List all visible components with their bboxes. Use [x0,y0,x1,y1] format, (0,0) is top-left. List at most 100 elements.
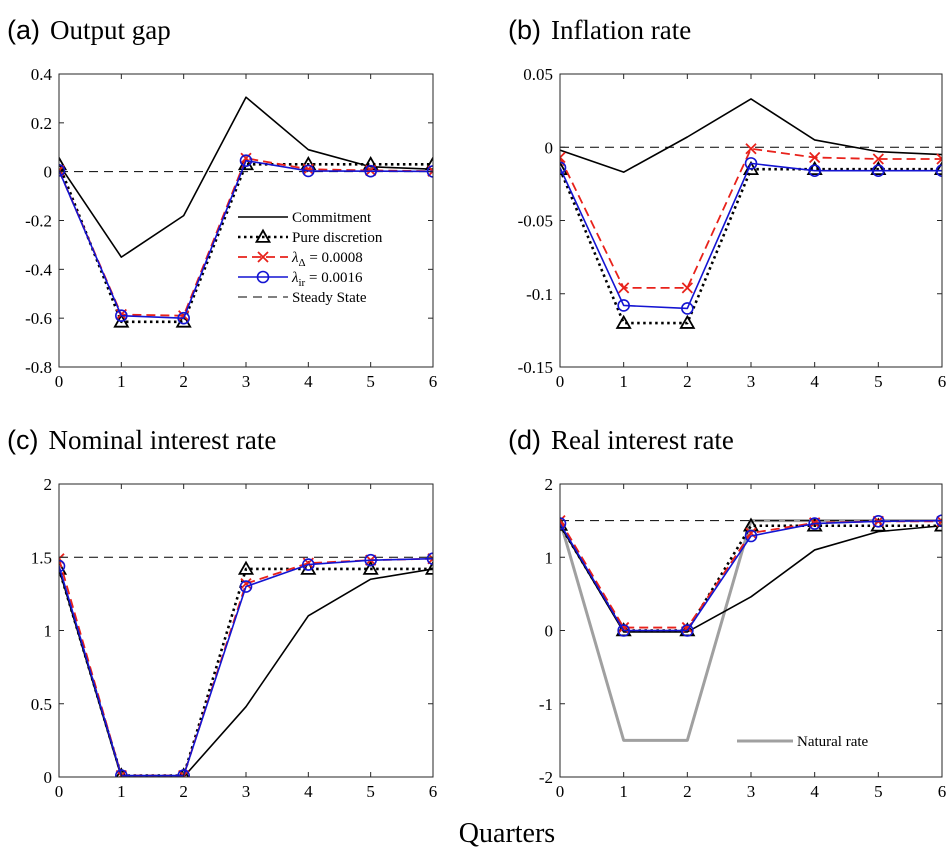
series-line-lambda_ir [59,557,433,777]
data-point-discretion [424,560,433,575]
x-tick-label: 4 [304,782,313,801]
chart-panel-1: (b) Inflation rate 0 1 2 3 4 5 6 -0.15 -0.1 -0.05 0 0… [508,15,946,391]
y-tick-label: -0.05 [518,212,553,231]
y-tick-label: -2 [539,768,553,787]
data-point-discretion [933,160,942,176]
data-point-lambda_ir [302,164,315,178]
y-tick-label: 0.2 [31,114,52,133]
data-point-lambda_ir [560,161,567,175]
data-point-discretion [806,160,823,176]
y-tick-label: -0.4 [25,260,52,279]
x-tick-label: 2 [683,782,692,801]
y-tick-label: -0.6 [25,309,52,328]
x-tick-label: 0 [556,372,565,391]
data-point-lambda_delta [745,143,757,155]
data-point-lambda_delta [936,153,942,165]
data-point-discretion [679,314,696,329]
y-tick-label: 0.5 [31,695,52,714]
x-tick-label: 6 [429,782,438,801]
x-tick-label: 3 [242,372,251,391]
x-tick-label: 4 [810,372,819,391]
data-point-lambda_delta [560,514,566,527]
panel-letter: (d) [508,425,541,455]
legend-marker-lambda_delta [257,251,269,263]
legend-label-steady: Steady State [292,290,367,306]
data-point-lambda_ir [239,154,253,167]
series-line-natural [560,519,942,742]
y-tick-label: 2 [44,475,53,494]
y-tick-label: 1.5 [31,548,52,567]
x-tick-label: 3 [747,782,756,801]
panel-title-1: (b) Inflation rate [508,15,691,45]
data-point-discretion [237,156,255,171]
data-point-lambda_ir [935,514,942,527]
series-line-lambda_ir [560,519,942,632]
data-point-lambda_ir [560,517,567,530]
x-tick-label: 3 [242,782,251,801]
data-point-discretion [615,314,632,329]
panel-title-text: Real interest rate [551,425,734,455]
y-tick-label: 0.4 [31,65,53,84]
y-tick-label: 0 [545,622,554,641]
series-line-discretion [560,167,942,325]
legend-label-discretion: Pure discretion [292,230,383,246]
data-point-discretion [59,156,68,171]
x-tick-label: 2 [179,782,188,801]
series-line-discretion [59,567,433,777]
panel-title-text: Nominal interest rate [48,425,276,455]
series-line-lambda_delta [59,557,433,777]
y-tick-label: 0 [44,163,53,182]
data-point-lambda_delta [809,151,821,164]
chart-panel-3: (d) Real interest rate 0 1 2 3 4 5 6 -2 -1 0 1 2 Natur… [508,425,946,801]
chart-panel-2: (c) Nominal interest rate 0 1 2 3 4 5 6 0 0.5 1 1.5 2 [7,425,438,801]
data-point-lambda_ir [808,164,821,177]
x-tick-label: 5 [874,782,883,801]
x-tick-label: 0 [55,372,64,391]
data-point-lambda_ir [617,624,630,637]
legend-label-lambda_delta: λΔ = 0.0008 [291,250,363,269]
data-point-lambda_ir [935,164,942,177]
series-discretion [560,160,942,329]
x-tick-label: 1 [619,782,628,801]
x-tick-label: 3 [747,372,756,391]
series-commitment [560,98,942,173]
data-point-lambda_delta [681,282,693,294]
axes-box [559,73,943,368]
series-line-commitment [59,96,433,258]
series-line-lambda_ir [560,162,942,310]
panel-letter: (c) [7,425,38,455]
data-point-lambda_ir [59,559,66,573]
series-lambda_ir [59,154,433,325]
panel-letter: (a) [7,15,40,45]
x-axis-label: Quarters [459,818,555,849]
y-tick-label: -0.2 [25,212,52,231]
data-point-discretion [424,156,433,171]
legend-marker-discretion [254,228,272,243]
data-point-lambda_ir [744,157,758,170]
chart-panel-0: (a) Output gap 0 1 2 3 4 5 6 -0.8 -0.6 -0.4 -0.2 0 0.2… [7,15,437,391]
series-commitment [59,96,433,258]
data-point-lambda_delta [745,527,757,539]
data-point-lambda_ir [364,164,377,178]
legend-marker-lambda_ir [256,270,270,284]
data-point-lambda_ir [239,580,253,593]
data-point-lambda_ir [115,769,128,777]
y-tick-label: -0.1 [526,285,553,304]
data-point-lambda_ir [302,558,315,571]
x-tick-label: 0 [55,782,64,801]
data-point-lambda_ir [872,164,885,177]
data-point-discretion [59,560,68,575]
legend-label-lambda_ir: λir = 0.0016 [291,270,363,289]
data-point-lambda_ir [59,164,66,177]
series-lambda_ir [560,514,942,637]
axes-box [58,483,434,778]
panel-title-text: Inflation rate [551,15,691,45]
legend: Natural rate [727,728,917,754]
data-point-lambda_ir [177,769,190,777]
data-point-lambda_ir [364,553,377,567]
series-commitment [560,524,942,633]
panel-title-0: (a) Output gap [7,15,171,45]
x-tick-label: 5 [366,372,375,391]
y-tick-label: 0.05 [523,65,553,84]
series-lambda_ir [560,157,942,315]
